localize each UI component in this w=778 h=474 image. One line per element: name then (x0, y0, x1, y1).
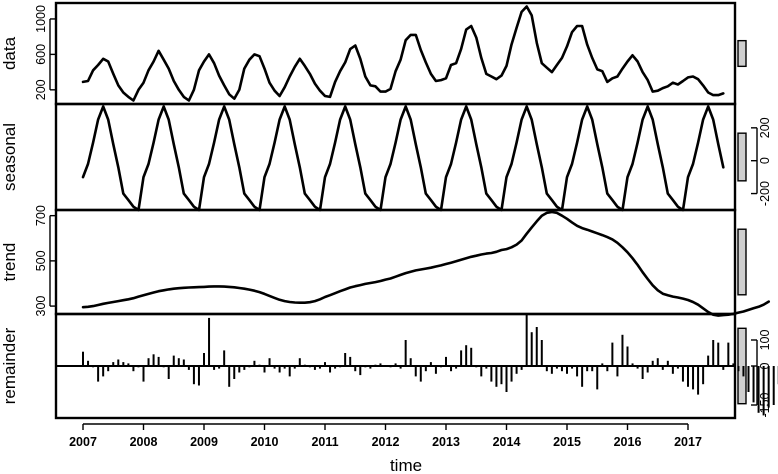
x-axis-title: time (390, 456, 422, 474)
ytick-label-seasonal-0: 0 (758, 157, 772, 164)
ytick-label-trend-500: 500 (34, 250, 48, 271)
panel-label-data: data (0, 36, 19, 70)
ytick-label-remainder--150: -150 (758, 392, 772, 417)
xtick-label-2012: 2012 (372, 435, 400, 449)
scale-bar-data (737, 39, 747, 68)
series-line-data (81, 5, 725, 102)
xtick-label-2014: 2014 (493, 435, 521, 449)
panel-label-remainder: remainder (0, 327, 19, 404)
x-axis: 2007 2008 2009 2010 2011 2012 2013 2014 2015 2016… (69, 423, 702, 449)
panel-frame-trend (54, 208, 737, 316)
ytick-label-data-600: 600 (34, 44, 48, 65)
xtick-label-2011: 2011 (311, 435, 338, 449)
panel-trend: trend 300 500 700 (0, 205, 770, 317)
panel-seasonal: seasonal -200 0 200 (0, 102, 772, 212)
series-line-trend (81, 210, 770, 317)
ytick-label-remainder-100: 100 (758, 330, 772, 351)
scale-bar-trend (737, 228, 747, 296)
panel-data: data 200 600 1000 (0, 1, 747, 106)
ytick-label-trend-300: 300 (34, 296, 48, 317)
xtick-label-2013: 2013 (432, 435, 460, 449)
xtick-label-2008: 2008 (130, 435, 158, 449)
xtick-label-2017: 2017 (674, 435, 702, 449)
ytick-label-data-200: 200 (34, 79, 48, 100)
ytick-label-data-1000: 1000 (34, 5, 48, 33)
ytick-label-seasonal--200: -200 (758, 181, 772, 206)
ytick-label-seasonal-200: 200 (758, 117, 772, 138)
xtick-label-2015: 2015 (553, 435, 581, 449)
scale-bar-seasonal (737, 132, 747, 182)
panel-label-seasonal: seasonal (0, 123, 19, 191)
ytick-label-trend-700: 700 (34, 205, 48, 226)
panel-label-trend: trend (0, 243, 19, 282)
xtick-label-2010: 2010 (251, 435, 279, 449)
xtick-label-2009: 2009 (190, 435, 218, 449)
panels-group: data2006001000seasonal-2000200trend30050… (0, 1, 778, 420)
xtick-label-2016: 2016 (614, 435, 642, 449)
series-line-seasonal (81, 105, 725, 212)
xtick-label-2007: 2007 (69, 435, 97, 449)
panel-remainder: remainder -150 0 100 (0, 312, 778, 420)
ytick-label-remainder-0: 0 (758, 362, 772, 369)
